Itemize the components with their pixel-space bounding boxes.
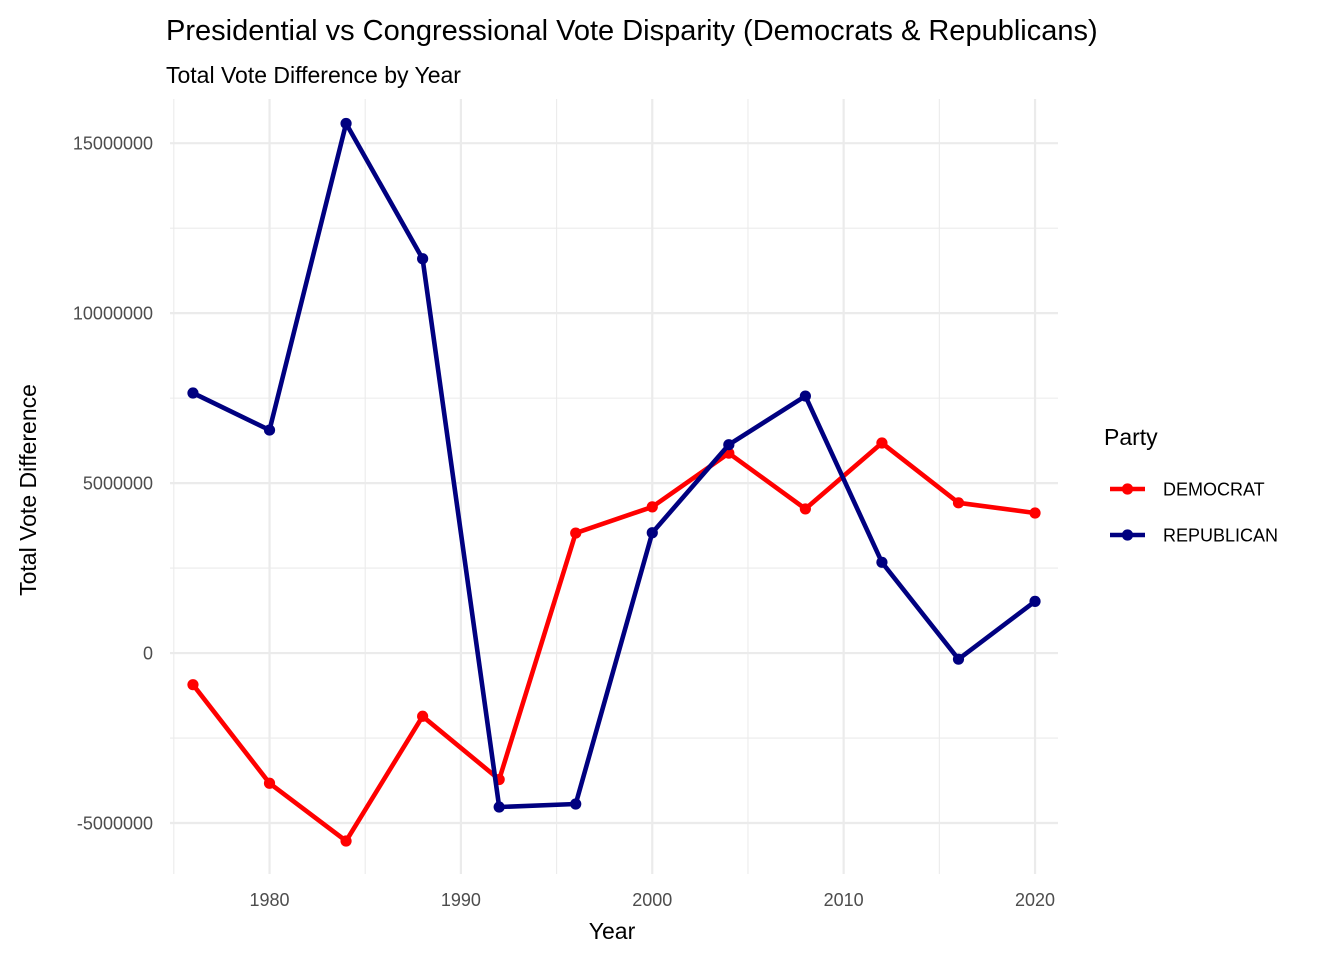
data-point-democrat: [570, 527, 582, 539]
x-tick-label: 2010: [824, 890, 864, 910]
series-democrat: [187, 437, 1041, 847]
legend-label: DEMOCRAT: [1163, 480, 1265, 500]
chart-title: Presidential vs Congressional Vote Dispa…: [166, 15, 1098, 47]
legend: Party DEMOCRAT REPUBLICAN: [1104, 424, 1278, 546]
grid: [170, 99, 1058, 874]
y-axis-ticks: -5000000 0 5000000 10000000 15000000: [73, 134, 153, 834]
data-point-republican: [493, 801, 505, 813]
y-tick-label: 5000000: [83, 474, 153, 494]
y-tick-label: -5000000: [77, 814, 153, 834]
legend-key-point: [1121, 483, 1134, 495]
y-axis-title: Total Vote Difference: [15, 384, 41, 596]
series-line-democrat: [191, 440, 1036, 844]
y-tick-label: 15000000: [73, 134, 153, 154]
data-point-republican: [799, 390, 811, 402]
data-point-democrat: [952, 497, 965, 509]
y-tick-label: 0: [143, 644, 153, 664]
data-point-republican: [723, 439, 735, 451]
series-line-republican: [191, 121, 1037, 810]
data-point-republican: [876, 556, 888, 568]
data-point-democrat: [340, 835, 352, 847]
legend-item-democrat: DEMOCRAT: [1110, 480, 1265, 500]
data-point-democrat: [263, 777, 276, 789]
data-point-republican: [952, 653, 965, 665]
data-point-republican: [417, 253, 429, 265]
x-tick-label: 2020: [1015, 890, 1055, 910]
data-point-republican: [263, 424, 276, 436]
x-tick-label: 2000: [632, 890, 672, 910]
data-point-republican: [1029, 595, 1041, 607]
legend-label: REPUBLICAN: [1163, 526, 1278, 546]
series-layer: [187, 117, 1041, 847]
y-tick-label: 10000000: [73, 304, 153, 324]
x-axis-ticks: 1980 1990 2000 2010 2020: [249, 890, 1055, 910]
legend-item-republican: REPUBLICAN: [1110, 526, 1278, 546]
data-point-democrat: [1029, 507, 1041, 519]
data-point-republican: [340, 117, 352, 130]
legend-key-point: [1121, 529, 1134, 541]
x-axis-title: Year: [589, 918, 636, 944]
chart-subtitle: Total Vote Difference by Year: [166, 62, 461, 88]
legend-title: Party: [1104, 424, 1158, 450]
data-point-democrat: [187, 679, 199, 691]
data-point-republican: [570, 798, 582, 810]
x-tick-label: 1990: [441, 890, 481, 910]
data-point-democrat: [876, 437, 888, 449]
data-point-democrat: [799, 503, 811, 515]
x-tick-label: 1980: [249, 890, 289, 910]
series-republican: [187, 117, 1041, 813]
data-point-republican: [646, 527, 658, 539]
data-point-republican: [187, 387, 199, 399]
data-point-democrat: [417, 710, 429, 722]
data-point-democrat: [646, 501, 658, 513]
